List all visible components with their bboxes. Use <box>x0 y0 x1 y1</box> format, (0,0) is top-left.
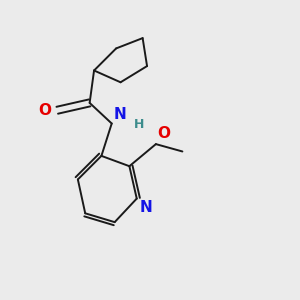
Text: N: N <box>113 107 126 122</box>
Text: H: H <box>134 118 144 131</box>
Text: O: O <box>38 103 51 118</box>
Text: N: N <box>140 200 152 215</box>
Text: O: O <box>158 126 170 141</box>
